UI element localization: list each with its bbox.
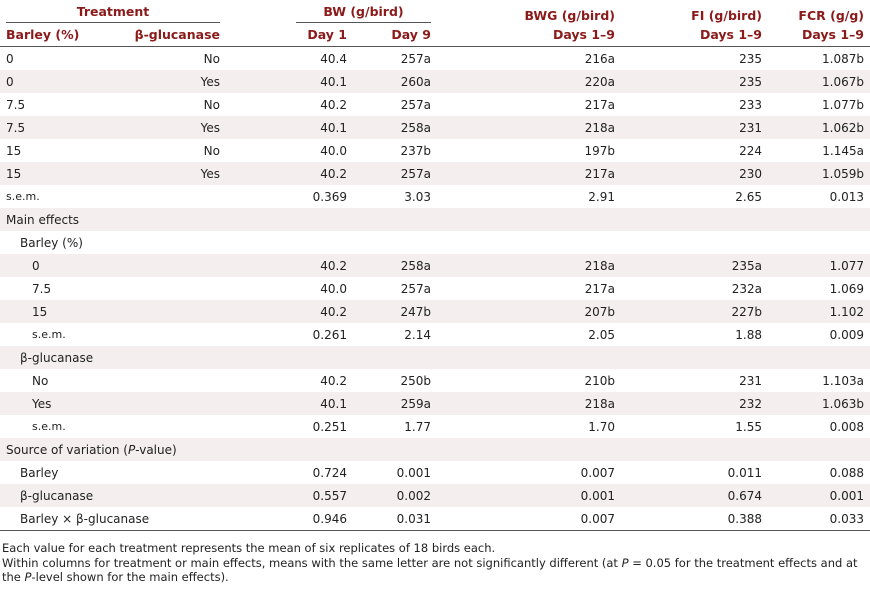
footnote-1: Each value for each treatment represents…	[2, 541, 496, 555]
source-of-variation-heading: Source of variation (P-value)	[0, 438, 870, 461]
table-row: Yes 40.1 259a 218a 232 1.063b	[0, 392, 870, 415]
day9-col-header: Day 9	[391, 27, 431, 42]
sem-row: s.e.m. 0.369 3.03 2.91 2.65 0.013	[6, 189, 864, 204]
table-row: β-glucanase 0.557 0.002 0.001 0.674 0.00…	[0, 484, 870, 507]
table-row: 0 40.2 258a 218a 235a 1.077	[0, 254, 870, 277]
table-row: Barley 0.724 0.001 0.007 0.011 0.088	[20, 465, 864, 480]
bwg-days-col-header: Days 1–9	[552, 27, 615, 42]
table-row: 0 Yes 40.1 260a 220a 235 1.067b	[0, 70, 870, 93]
section-heading-row: Main effects	[0, 208, 870, 231]
day1-col-header: Day 1	[307, 27, 347, 42]
barley-subheading: Barley (%)	[20, 235, 83, 250]
subsection-heading-row: Barley (%)	[0, 231, 870, 254]
table-row: No 40.2 250b 210b 231 1.103a	[32, 373, 864, 388]
glucanase-subheading: β-glucanase	[0, 346, 870, 369]
table-row: 0 No 40.4 257a 216a 235 1.087b	[6, 51, 864, 66]
table-row: 15 Yes 40.2 257a 217a 230 1.059b	[0, 162, 870, 185]
table-footnotes: Each value for each treatment represents…	[0, 541, 870, 585]
header-row-groups: Treatment BW (g/bird) BWG (g/bird) FI (g…	[0, 0, 870, 23]
bw-header: BW (g/bird)	[226, 0, 437, 23]
table-row: 15 No 40.0 237b 197b 224 1.145a	[6, 143, 864, 158]
table-row: 7.5 No 40.2 257a 217a 233 1.077b	[6, 97, 864, 112]
sem-row: s.e.m. 0.261 2.14 2.05 1.88 0.009	[32, 327, 864, 342]
bwg-header: BWG (g/bird)	[524, 8, 615, 23]
results-table: Treatment BW (g/bird) BWG (g/bird) FI (g…	[0, 0, 870, 531]
footnote-2: Within columns for treatment or main eff…	[2, 555, 858, 585]
section-heading-row: Source of variation (P-value)	[0, 438, 870, 461]
table-row: 7.5 Yes 40.1 258a 218a 231 1.062b	[0, 116, 870, 139]
table-row: Barley × β-glucanase 0.946 0.031 0.007 0…	[0, 507, 870, 531]
fi-days-col-header: Days 1–9	[699, 27, 762, 42]
table-row: 15 40.2 247b 207b 227b 1.102	[0, 300, 870, 323]
fcr-header: FCR (g/g)	[798, 8, 864, 23]
subsection-heading-row: β-glucanase	[0, 346, 870, 369]
sem-row: s.e.m. 0.251 1.77 1.70 1.55 0.008	[32, 419, 864, 434]
main-effects-heading: Main effects	[0, 208, 870, 231]
header-row-subcolumns: Barley (%) β-glucanase Day 1 Day 9 Days …	[0, 23, 870, 47]
treatment-header: Treatment	[0, 0, 226, 23]
fcr-days-col-header: Days 1–9	[801, 27, 864, 42]
table-row: 7.5 40.0 257a 217a 232a 1.069	[32, 281, 864, 296]
fi-header: FI (g/bird)	[691, 8, 762, 23]
glucanase-col-header: β-glucanase	[134, 27, 220, 42]
barley-col-header: Barley (%)	[6, 27, 80, 42]
